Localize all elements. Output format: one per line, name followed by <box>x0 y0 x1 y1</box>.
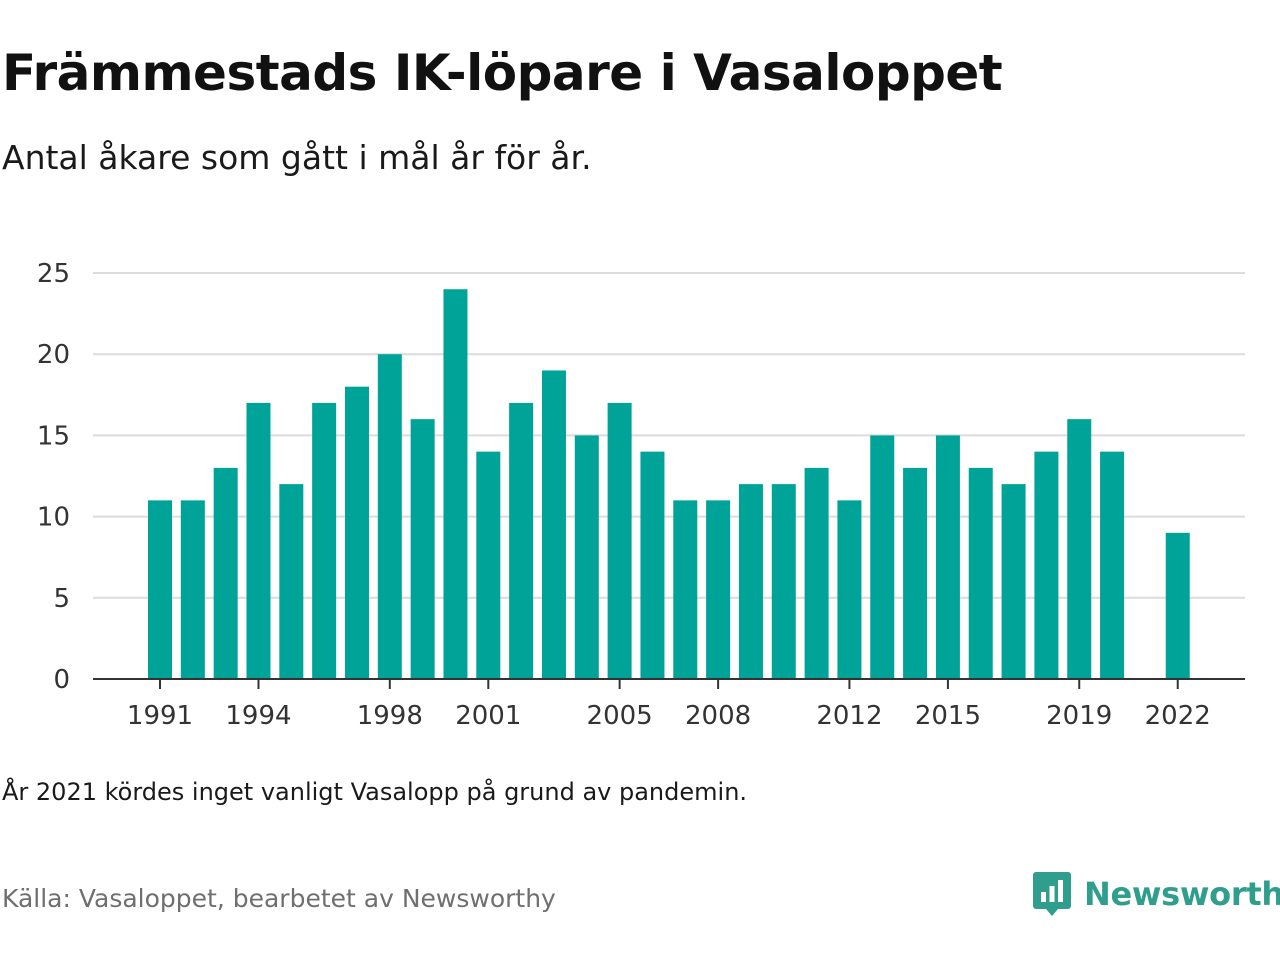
x-tick-label-2019: 2019 <box>1046 701 1112 731</box>
bar-2004[interactable] <box>574 435 599 679</box>
bar-2001[interactable] <box>476 451 501 679</box>
chart-title: Främmestads IK-löpare i Vasaloppet <box>2 44 1003 102</box>
bars <box>148 289 1190 679</box>
y-tick-label-15: 15 <box>37 421 70 451</box>
bar-1998[interactable] <box>377 354 402 679</box>
y-tick-label-10: 10 <box>37 503 70 533</box>
bar-2020[interactable] <box>1100 451 1125 679</box>
y-axis-labels: 0 5 10 15 20 25 <box>37 259 70 695</box>
bar-2017[interactable] <box>1001 484 1026 679</box>
bar-2013[interactable] <box>870 435 895 679</box>
source-text: Källa: Vasaloppet, bearbetet av Newswort… <box>2 884 556 913</box>
x-tick-label-2012: 2012 <box>816 701 882 731</box>
bar-2009[interactable] <box>738 484 763 679</box>
x-tick-label-2022: 2022 <box>1145 701 1211 731</box>
x-tick-label-1998: 1998 <box>357 701 423 731</box>
bar-2014[interactable] <box>903 467 928 679</box>
bar-chart: 0 5 10 15 20 25 1991 1994 1998 2001 2005 2008 2012 2… <box>37 259 1245 731</box>
bar-2006[interactable] <box>640 451 665 679</box>
bar-1991[interactable] <box>148 500 172 679</box>
bar-2010[interactable] <box>771 484 796 679</box>
brand-name: Newsworthy <box>1084 875 1280 913</box>
x-tick-label-1991: 1991 <box>127 701 193 731</box>
bar-1996[interactable] <box>312 402 337 679</box>
bar-2007[interactable] <box>673 500 698 679</box>
bar-1994[interactable] <box>246 402 271 679</box>
x-axis-ticks: 1991 1994 1998 2001 2005 2008 2012 2015 2019 2022 <box>127 679 1211 731</box>
y-tick-label-20: 20 <box>37 340 70 370</box>
bar-2016[interactable] <box>968 467 993 679</box>
bar-2000[interactable] <box>443 289 468 679</box>
bar-2011[interactable] <box>804 467 829 679</box>
bar-2008[interactable] <box>706 500 731 679</box>
bar-2018[interactable] <box>1034 451 1059 679</box>
bar-2015[interactable] <box>935 435 960 679</box>
bar-1999[interactable] <box>410 419 435 679</box>
bar-2019[interactable] <box>1067 419 1092 679</box>
y-tick-label-0: 0 <box>53 665 70 695</box>
bar-1995[interactable] <box>279 484 304 679</box>
bar-1993[interactable] <box>213 467 238 679</box>
y-tick-label-25: 25 <box>37 259 70 289</box>
bar-2022[interactable] <box>1165 532 1190 679</box>
bar-2002[interactable] <box>509 402 534 679</box>
bar-2005[interactable] <box>607 402 632 679</box>
bar-2012[interactable] <box>837 500 862 679</box>
footnote: År 2021 kördes inget vanligt Vasalopp på… <box>2 778 748 806</box>
y-tick-label-5: 5 <box>53 584 70 614</box>
bar-1992[interactable] <box>180 500 205 679</box>
x-tick-label-2005: 2005 <box>587 701 653 731</box>
x-tick-label-2008: 2008 <box>685 701 751 731</box>
bar-2003[interactable] <box>541 370 566 679</box>
chart-subtitle: Antal åkare som gått i mål år för år. <box>2 138 592 177</box>
bar-1997[interactable] <box>344 386 369 679</box>
brand-logo[interactable]: Newsworthy <box>1032 870 1280 918</box>
newsworthy-logo-icon <box>1033 872 1071 916</box>
x-tick-label-2001: 2001 <box>455 701 521 731</box>
x-tick-label-1994: 1994 <box>225 701 291 731</box>
x-tick-label-2015: 2015 <box>915 701 981 731</box>
